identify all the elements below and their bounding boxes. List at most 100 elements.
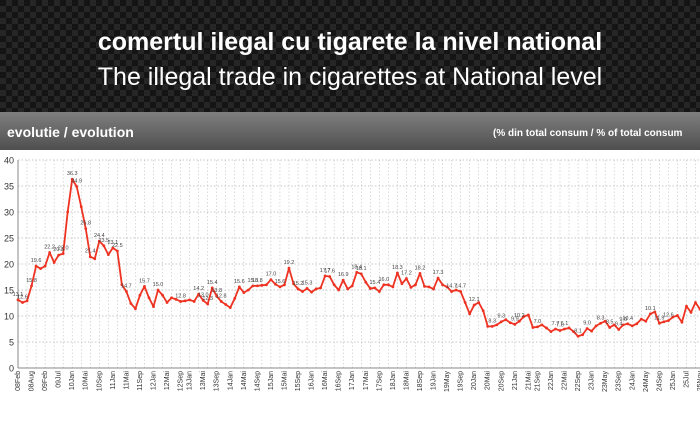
data-point <box>427 285 431 289</box>
data-label: 24.4 <box>94 233 105 239</box>
data-label: 16.9 <box>338 272 349 278</box>
data-point <box>653 310 657 314</box>
data-point <box>590 329 594 333</box>
x-tick-label: 12Sep <box>178 371 185 391</box>
data-point <box>364 280 368 284</box>
data-point <box>671 315 675 319</box>
data-label: 13.1 <box>13 292 24 298</box>
data-point <box>576 334 580 338</box>
data-label: 15.2 <box>293 281 304 287</box>
data-point <box>558 329 562 332</box>
data-point <box>219 300 223 303</box>
data-point <box>373 286 377 290</box>
x-tick-label: 16Jan <box>309 371 316 390</box>
data-point <box>689 310 693 314</box>
data-point <box>269 278 273 281</box>
data-point <box>43 264 47 268</box>
data-label: 9.9 <box>511 316 519 322</box>
x-tick-label: 25Jan <box>670 371 677 390</box>
data-label: 9.4 <box>615 322 623 328</box>
data-point <box>490 325 494 328</box>
data-point <box>685 304 688 308</box>
data-point <box>666 319 670 323</box>
title-english: The illegal trade in cigarettes at Natio… <box>97 63 603 91</box>
data-point <box>572 330 575 333</box>
data-point <box>129 302 133 305</box>
data-point <box>395 271 399 275</box>
x-tick-label: 20Sep <box>498 371 505 391</box>
data-point <box>48 251 52 254</box>
data-point <box>197 292 201 296</box>
data-label: 22.0 <box>58 246 69 252</box>
data-point <box>134 307 137 311</box>
data-point <box>287 266 291 270</box>
data-point <box>188 298 192 302</box>
data-label: 15.0 <box>153 282 164 288</box>
data-point <box>296 287 300 291</box>
data-label: 12.6 <box>663 313 674 319</box>
data-point <box>526 313 530 317</box>
x-tick-label: 13Jan <box>187 371 194 390</box>
data-point <box>337 288 341 292</box>
data-label: 10.4 <box>622 316 633 322</box>
data-label: 15.6 <box>275 279 286 285</box>
data-label: 18.2 <box>415 265 426 271</box>
data-point <box>210 286 214 290</box>
x-tick-label: 13Mai <box>200 371 207 391</box>
data-point <box>346 287 350 291</box>
data-point <box>567 326 571 330</box>
data-point <box>179 300 182 303</box>
data-point <box>377 290 381 293</box>
data-point <box>608 326 612 329</box>
x-tick-label: 08Feb <box>15 371 22 391</box>
data-point <box>504 318 508 322</box>
x-tick-label: 18Sep <box>417 371 424 391</box>
data-point <box>612 323 616 327</box>
panel-title: evolutie / evolution <box>7 124 134 140</box>
data-point <box>283 283 286 287</box>
data-point <box>694 301 697 304</box>
data-point <box>152 305 155 309</box>
x-tick-label: 15Sep <box>295 371 302 391</box>
data-label: 17.6 <box>324 268 335 274</box>
x-tick-label: 22Mai <box>562 371 569 391</box>
y-tick-label: 10 <box>4 312 14 322</box>
data-point <box>495 323 499 327</box>
data-point <box>192 300 196 303</box>
data-label: 17.0 <box>266 272 277 278</box>
data-point <box>368 287 372 290</box>
data-label: 9.0 <box>583 320 591 326</box>
x-tick-label: 22Jan <box>548 371 555 390</box>
x-tick-label: 14Jan <box>227 371 234 390</box>
x-tick-label: 10Mai <box>83 371 90 391</box>
x-tick-label: 19Sep <box>458 371 465 391</box>
data-point <box>472 303 476 307</box>
data-point <box>57 253 61 257</box>
data-label: 15.8 <box>248 278 259 284</box>
data-point <box>93 257 97 261</box>
data-point <box>621 323 625 327</box>
data-point <box>84 227 88 231</box>
data-label: 14.2 <box>193 286 204 292</box>
x-tick-label: 23Sep <box>616 371 623 391</box>
data-point <box>170 296 173 300</box>
data-point <box>508 321 512 325</box>
x-tick-label: 18Jan <box>390 371 397 390</box>
data-point <box>183 299 187 303</box>
data-point <box>481 309 485 313</box>
data-label: 15.4 <box>369 280 380 286</box>
y-tick-label: 5 <box>9 338 14 348</box>
data-label: 12.6 <box>17 294 28 300</box>
data-label: 15.6 <box>234 279 245 285</box>
data-point <box>459 290 463 293</box>
data-point <box>599 321 603 325</box>
x-tick-label: 18Mai <box>403 371 410 391</box>
data-point <box>450 290 453 293</box>
data-label: 8.1 <box>574 328 582 334</box>
data-label: 8.3 <box>597 315 605 321</box>
x-tick-label: 10Jan <box>69 371 76 390</box>
data-point <box>554 327 557 331</box>
x-tick-label: 21Jan <box>512 371 519 390</box>
x-tick-label: 25Jul <box>683 371 690 388</box>
x-tick-label: 25Nov <box>697 371 700 392</box>
